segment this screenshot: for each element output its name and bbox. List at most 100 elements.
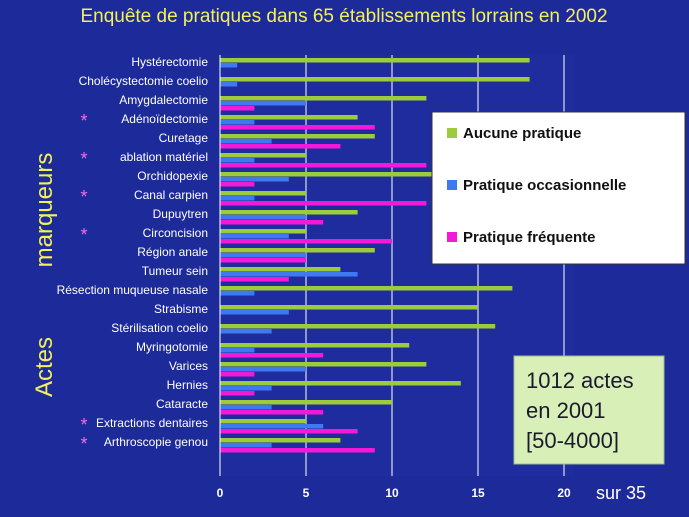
bar <box>220 410 324 415</box>
bar <box>220 63 238 68</box>
category-label: Adénoïdectomie <box>121 112 208 126</box>
legend-label: Pratique fréquente <box>463 229 596 246</box>
note-line-2: en 2001 <box>526 398 606 423</box>
category-label: Hernies <box>167 378 208 392</box>
bar <box>220 144 341 149</box>
asterisk-marker: * <box>80 187 87 207</box>
bar <box>220 386 272 391</box>
asterisk-marker: * <box>80 111 87 131</box>
legend-box <box>431 111 686 265</box>
bar <box>220 305 478 310</box>
category-label: Circoncision <box>143 226 208 240</box>
x-tick-label: 5 <box>303 486 310 500</box>
note-box: 1012 actes en 2001 [50-4000] <box>513 355 665 465</box>
bar <box>220 253 306 258</box>
bar <box>220 182 255 187</box>
legend-swatch <box>447 128 457 138</box>
bar <box>220 424 324 429</box>
bar <box>220 443 272 448</box>
legend-items: Aucune pratique Pratique occasionnelle Pra… <box>447 125 626 246</box>
legend-swatch <box>447 180 457 190</box>
bar <box>220 267 341 272</box>
category-label: Canal carpien <box>134 188 208 202</box>
category-label: Cholécystectomie coelio <box>79 74 209 88</box>
asterisk-marker: * <box>80 225 87 245</box>
bar <box>220 291 255 296</box>
bar <box>220 220 324 225</box>
bar <box>220 158 255 163</box>
bar <box>220 272 358 277</box>
bar <box>220 248 375 253</box>
bar <box>220 177 289 182</box>
bar <box>220 353 324 358</box>
category-label: Extractions dentaires <box>96 416 208 430</box>
x-tick-label: 20 <box>557 486 571 500</box>
bar <box>220 77 530 82</box>
bar <box>220 172 444 177</box>
category-label: Cataracte <box>156 397 208 411</box>
note-line-3: [50-4000] <box>526 428 619 453</box>
x-unit-label: sur 35 <box>596 483 646 503</box>
category-label: Strabisme <box>154 302 208 316</box>
bar <box>220 139 272 144</box>
category-label: Amygdalectomie <box>119 93 208 107</box>
category-label: Hystérectomie <box>131 55 208 69</box>
bar <box>220 343 410 348</box>
x-tick-label: 0 <box>217 486 224 500</box>
bar <box>220 405 272 410</box>
bar <box>220 400 392 405</box>
bar <box>220 120 255 125</box>
legend-swatch <box>447 232 457 242</box>
legend-label: Aucune pratique <box>463 125 581 142</box>
bar <box>220 134 375 139</box>
bar <box>220 429 358 434</box>
category-labels: Hystérectomie Cholécystectomie coelio Amyg… <box>57 55 209 449</box>
bar <box>220 286 513 291</box>
bar <box>220 367 306 372</box>
ylabel-bottom: Actes <box>31 337 58 397</box>
category-label: Varices <box>169 359 208 373</box>
asterisk-marker: * <box>80 415 87 435</box>
category-label: Arthroscopie genou <box>104 435 208 449</box>
category-label: Région anale <box>137 245 208 259</box>
bar <box>220 153 306 158</box>
bar <box>220 201 427 206</box>
bar <box>220 215 306 220</box>
bar <box>220 310 289 315</box>
bar <box>220 163 427 168</box>
bar <box>220 106 255 111</box>
bar <box>220 234 289 239</box>
legend: Aucune pratique Pratique occasionnelle Pra… <box>431 111 686 265</box>
bar <box>220 196 255 201</box>
bar <box>220 372 255 377</box>
bar <box>220 258 306 263</box>
ylabel-top: marqueurs <box>31 153 58 268</box>
bar <box>220 381 461 386</box>
category-label: Orchidopexie <box>137 169 208 183</box>
bar <box>220 391 255 396</box>
bar <box>220 191 306 196</box>
x-tick-label: 15 <box>471 486 485 500</box>
bar <box>220 229 306 234</box>
bar <box>220 348 255 353</box>
x-tick-label: 10 <box>385 486 399 500</box>
bar <box>220 239 392 244</box>
note-background <box>513 355 665 465</box>
bar <box>220 82 238 87</box>
legend-label: Pratique occasionnelle <box>463 177 626 194</box>
bar <box>220 438 341 443</box>
bar <box>220 210 358 215</box>
asterisk-marker: * <box>80 434 87 454</box>
bar <box>220 115 358 120</box>
bar <box>220 277 289 282</box>
note-line-1: 1012 actes <box>526 368 634 393</box>
category-label: ablation matériel <box>120 150 208 164</box>
bar <box>220 324 496 329</box>
x-ticks: 0 5 10 15 20 <box>217 486 571 500</box>
category-label: Tumeur sein <box>142 264 208 278</box>
bar <box>220 329 272 334</box>
category-markers: ****** <box>80 111 87 454</box>
bar <box>220 362 427 367</box>
category-label: Résection muqueuse nasale <box>57 283 209 297</box>
